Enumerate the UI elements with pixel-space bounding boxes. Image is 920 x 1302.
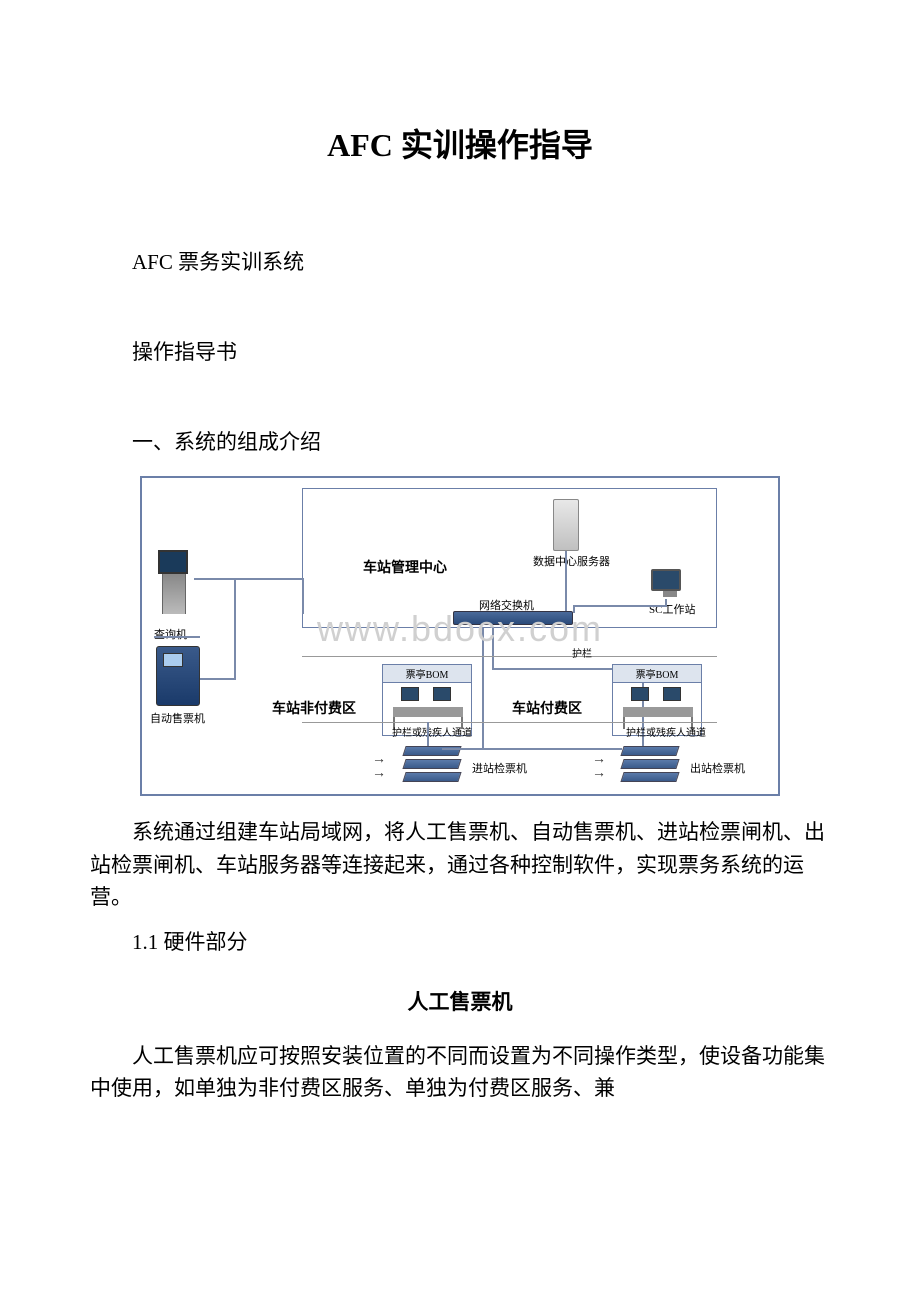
- diagram-line: [234, 578, 236, 678]
- paid-zone-label: 车站付费区: [512, 698, 582, 718]
- section-1-heading: 一、系统的组成介绍: [90, 426, 830, 456]
- diagram-line: [200, 678, 236, 680]
- page-title: AFC 实训操作指导: [90, 120, 830, 166]
- workstation-label: SC工作站: [649, 601, 695, 617]
- tvm-icon: [156, 646, 200, 706]
- diagram-line: [482, 628, 484, 748]
- diagram-line: [154, 636, 200, 638]
- server-icon: [553, 499, 579, 551]
- arrow-icon: [372, 750, 386, 760]
- diagram-line: [492, 628, 494, 668]
- diagram-line: [194, 578, 304, 580]
- system-diagram: www.bdocx.com 车站管理中心 数据中心服务器 SC工作站 网络交换机…: [140, 476, 780, 796]
- fence-pass-label-right: 护栏或残疾人通道: [626, 724, 706, 739]
- exit-gate-icon: [622, 746, 682, 786]
- heading-manual-ticket-machine: 人工售票机: [90, 986, 830, 1016]
- bom-header-left: 票亭BOM: [383, 665, 471, 683]
- bom-header-right: 票亭BOM: [613, 665, 701, 683]
- workstation-icon: [651, 569, 689, 599]
- exit-gate-label: 出站检票机: [690, 760, 745, 776]
- entry-gate-icon: [404, 746, 464, 786]
- switch-icon: [453, 611, 573, 625]
- fence-label: 护栏: [572, 645, 592, 660]
- subtitle-manual: 操作指导书: [90, 336, 830, 366]
- tvm-label: 自动售票机: [150, 710, 205, 726]
- mgmt-center-label: 车站管理中心: [363, 557, 447, 577]
- arrow-icon: [592, 750, 606, 760]
- arrow-icon: [592, 764, 606, 774]
- arrow-icon: [372, 764, 386, 774]
- subtitle-system: AFC 票务实训系统: [90, 246, 830, 276]
- paragraph-manual-ticket: 人工售票机应可按照安装位置的不同而设置为不同操作类型，使设备功能集中使用，如单独…: [90, 1040, 830, 1105]
- fence-line: [302, 656, 717, 657]
- fence-line-lower: [302, 722, 717, 723]
- nonpaid-zone-label: 车站非付费区: [272, 698, 356, 718]
- switch-label: 网络交换机: [479, 597, 534, 613]
- query-kiosk-icon: [154, 550, 194, 620]
- diagram-line: [442, 748, 622, 750]
- diagram-line: [302, 578, 304, 614]
- subsection-1-1: 1.1 硬件部分: [90, 926, 830, 956]
- diagram-line: [565, 551, 567, 611]
- diagram-line: [573, 605, 667, 607]
- server-label: 数据中心服务器: [533, 553, 610, 569]
- entry-gate-label: 进站检票机: [472, 760, 527, 776]
- paragraph-system-overview: 系统通过组建车站局域网，将人工售票机、自动售票机、进站检票闸机、出站检票闸机、车…: [90, 816, 830, 914]
- mgmt-center-box: 车站管理中心 数据中心服务器 SC工作站 网络交换机: [302, 488, 717, 628]
- fence-pass-label-left: 护栏或残疾人通道: [392, 724, 472, 739]
- diagram-line: [573, 605, 575, 613]
- query-kiosk-label: 查询机: [154, 626, 187, 642]
